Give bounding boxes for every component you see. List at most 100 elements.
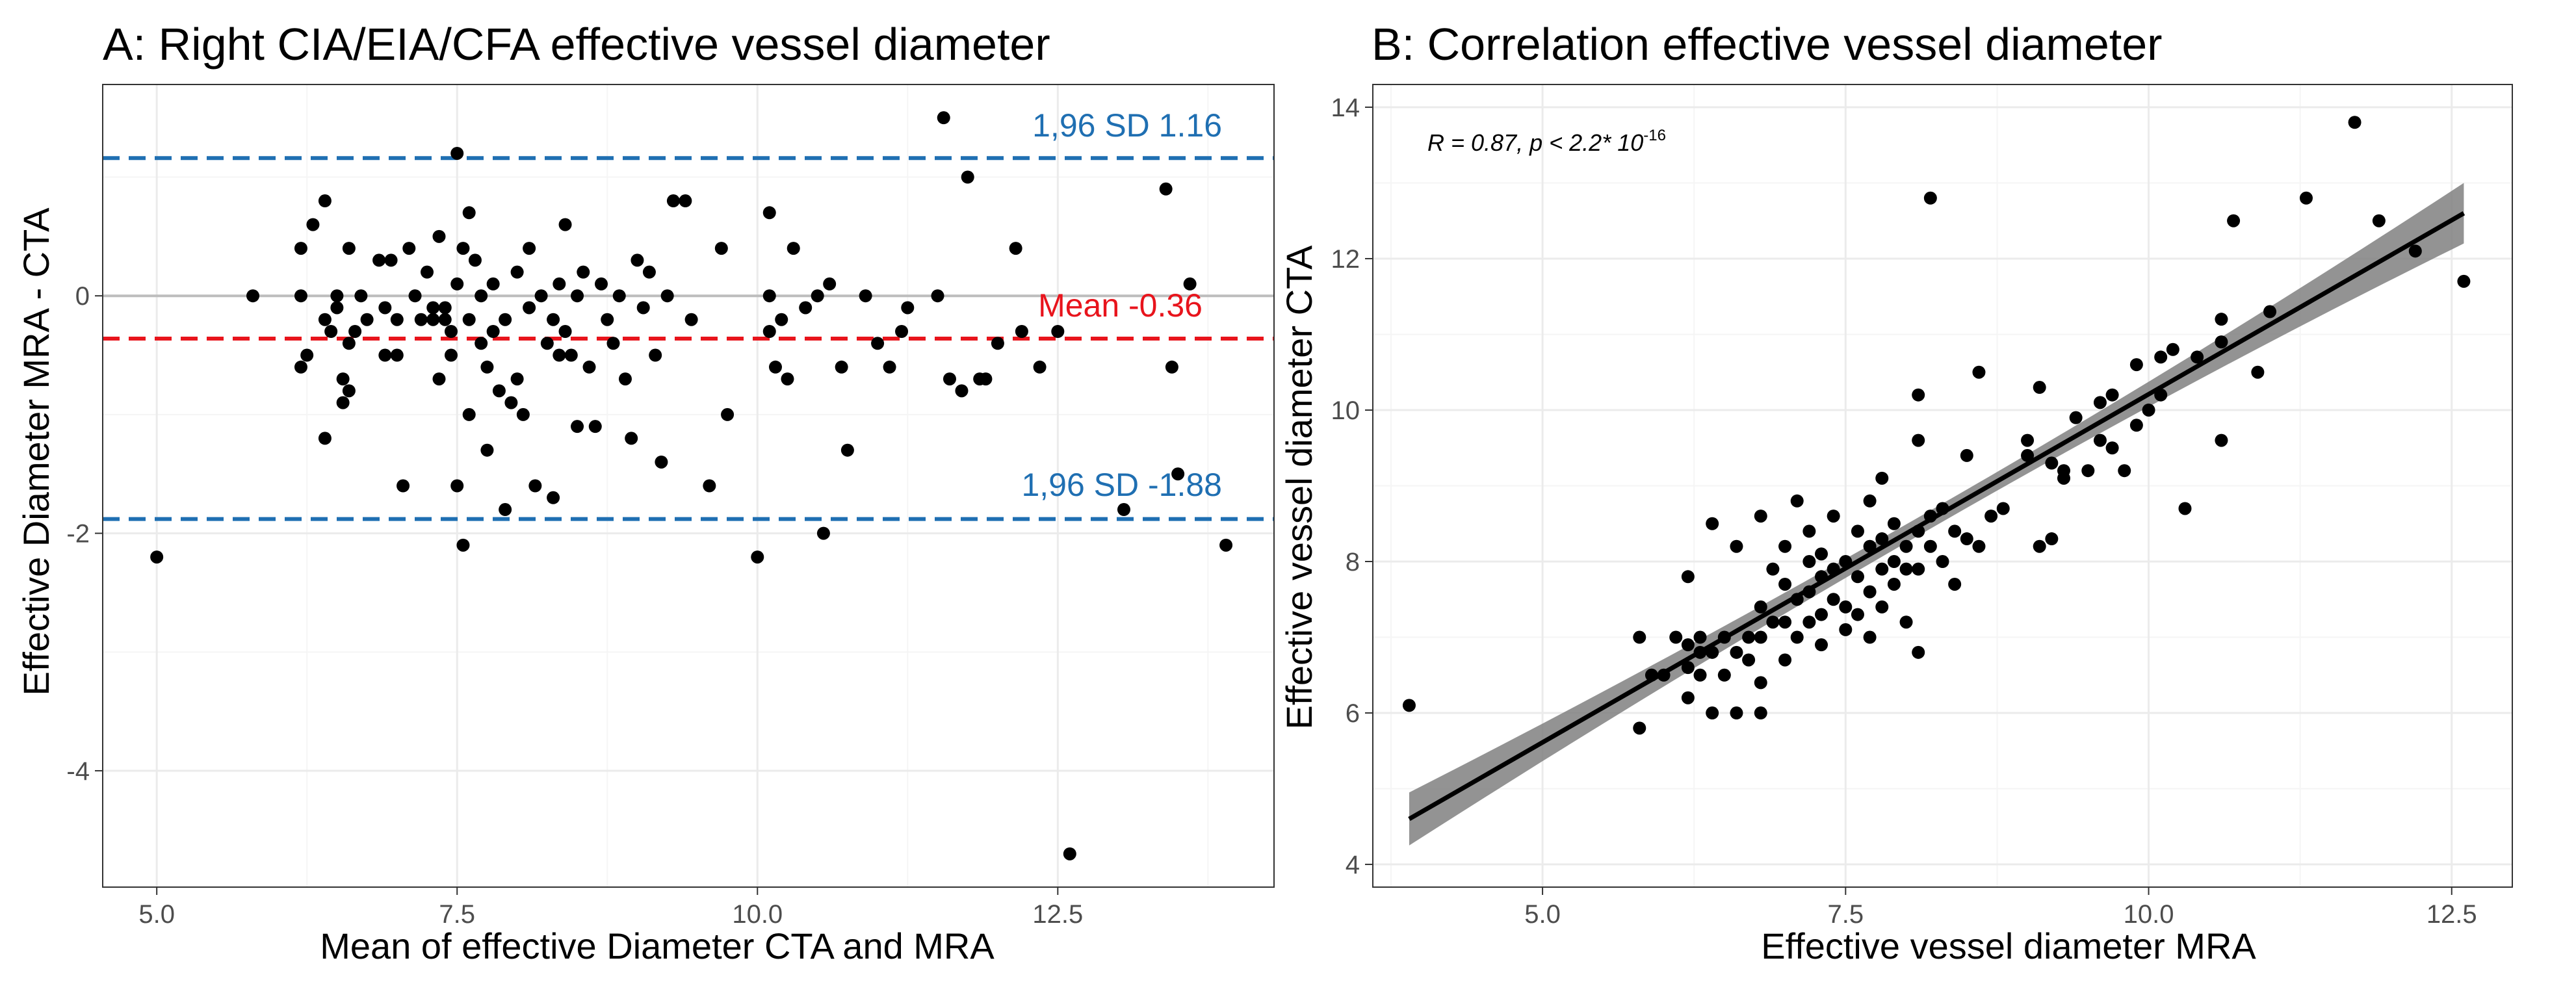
data-point [1923, 191, 1937, 205]
data-point [1887, 517, 1901, 530]
data-point [540, 337, 554, 350]
data-point [294, 242, 307, 255]
data-point [1960, 532, 1973, 546]
data-point [781, 372, 794, 386]
mean-label: Mean -0.36 [1038, 287, 1203, 324]
data-point [955, 384, 969, 398]
data-point [883, 360, 896, 374]
data-point [360, 313, 374, 326]
data-point [1754, 676, 1767, 690]
regression-line [1408, 211, 2465, 821]
data-point [1912, 645, 1925, 659]
data-point [1669, 630, 1683, 644]
data-point [2105, 441, 2119, 455]
data-point [1802, 555, 1816, 569]
data-point [246, 289, 260, 303]
data-point [348, 325, 362, 338]
panel-a: A: Right CIA/EIA/CFA effective vessel di… [16, 19, 1275, 966]
data-point [1171, 467, 1185, 481]
data-point [1693, 630, 1707, 644]
data-point [895, 325, 909, 338]
data-point [390, 348, 404, 362]
data-point [432, 229, 446, 243]
data-point [336, 396, 350, 409]
data-point [510, 265, 524, 279]
lower-loa-label: 1,96 SD -1.88 [1021, 467, 1222, 503]
data-point [1863, 539, 1877, 553]
data-point [342, 384, 356, 398]
data-point [378, 348, 392, 362]
stat-exponent: -16 [1643, 127, 1666, 144]
data-point [2263, 305, 2277, 318]
data-point [1960, 448, 1973, 462]
y-tick-label: 12 [1331, 245, 1360, 274]
data-point [684, 313, 698, 326]
data-point [1778, 539, 1792, 553]
data-point [1742, 653, 1756, 667]
data-point [318, 313, 332, 326]
data-point [642, 265, 656, 279]
data-point [1790, 630, 1804, 644]
data-point [1802, 615, 1816, 629]
data-point [1009, 242, 1022, 255]
data-point [1730, 645, 1743, 659]
data-point [1912, 433, 1925, 447]
data-point [714, 242, 728, 255]
data-point [666, 194, 680, 208]
data-point [636, 301, 650, 315]
data-point [300, 348, 314, 362]
data-point [655, 455, 668, 469]
data-point [330, 289, 344, 303]
data-point [1790, 494, 1804, 508]
data-point [961, 170, 974, 184]
data-point [1875, 600, 1889, 614]
data-point [558, 218, 572, 231]
data-point [823, 277, 837, 291]
data-point [762, 325, 776, 338]
stat-p: p < 2.2* 10 [1529, 129, 1643, 156]
data-point [1681, 570, 1695, 584]
y-tick-label: -4 [66, 757, 90, 786]
data-point [384, 253, 398, 267]
data-point [943, 372, 956, 386]
data-point [2191, 350, 2204, 364]
data-point [1015, 325, 1028, 338]
data-point [1887, 555, 1901, 569]
data-point [354, 289, 368, 303]
data-point [444, 325, 458, 338]
data-point [1766, 615, 1780, 629]
data-point [835, 360, 848, 374]
data-point [2215, 313, 2228, 326]
data-point [1827, 593, 1840, 606]
data-point [1875, 562, 1889, 576]
data-point [625, 432, 638, 445]
data-point [871, 337, 885, 350]
data-point [426, 313, 440, 326]
data-point [1183, 277, 1197, 291]
data-point [499, 313, 512, 326]
data-point [1219, 538, 1233, 552]
data-point [2033, 539, 2046, 553]
data-point [1778, 577, 1792, 591]
data-point [577, 265, 590, 279]
data-point [1863, 494, 1877, 508]
data-point [703, 479, 716, 493]
data-point [318, 194, 332, 208]
data-point [1693, 668, 1707, 682]
stat-r: R = 0.87, [1427, 129, 1529, 156]
data-point [1754, 510, 1767, 523]
data-point [1887, 577, 1901, 591]
x-tick-label: 12.5 [1032, 900, 1083, 929]
data-point [601, 313, 614, 326]
data-point [1754, 600, 1767, 614]
data-point [1159, 182, 1173, 196]
data-point [1899, 539, 1913, 553]
data-point [408, 289, 422, 303]
data-point [2045, 532, 2059, 546]
data-point [462, 313, 476, 326]
data-point [2045, 456, 2059, 470]
data-point [414, 313, 428, 326]
x-tick-label: 10.0 [2124, 900, 2174, 929]
y-tick-label: 6 [1346, 699, 1360, 728]
data-point [1875, 471, 1889, 485]
